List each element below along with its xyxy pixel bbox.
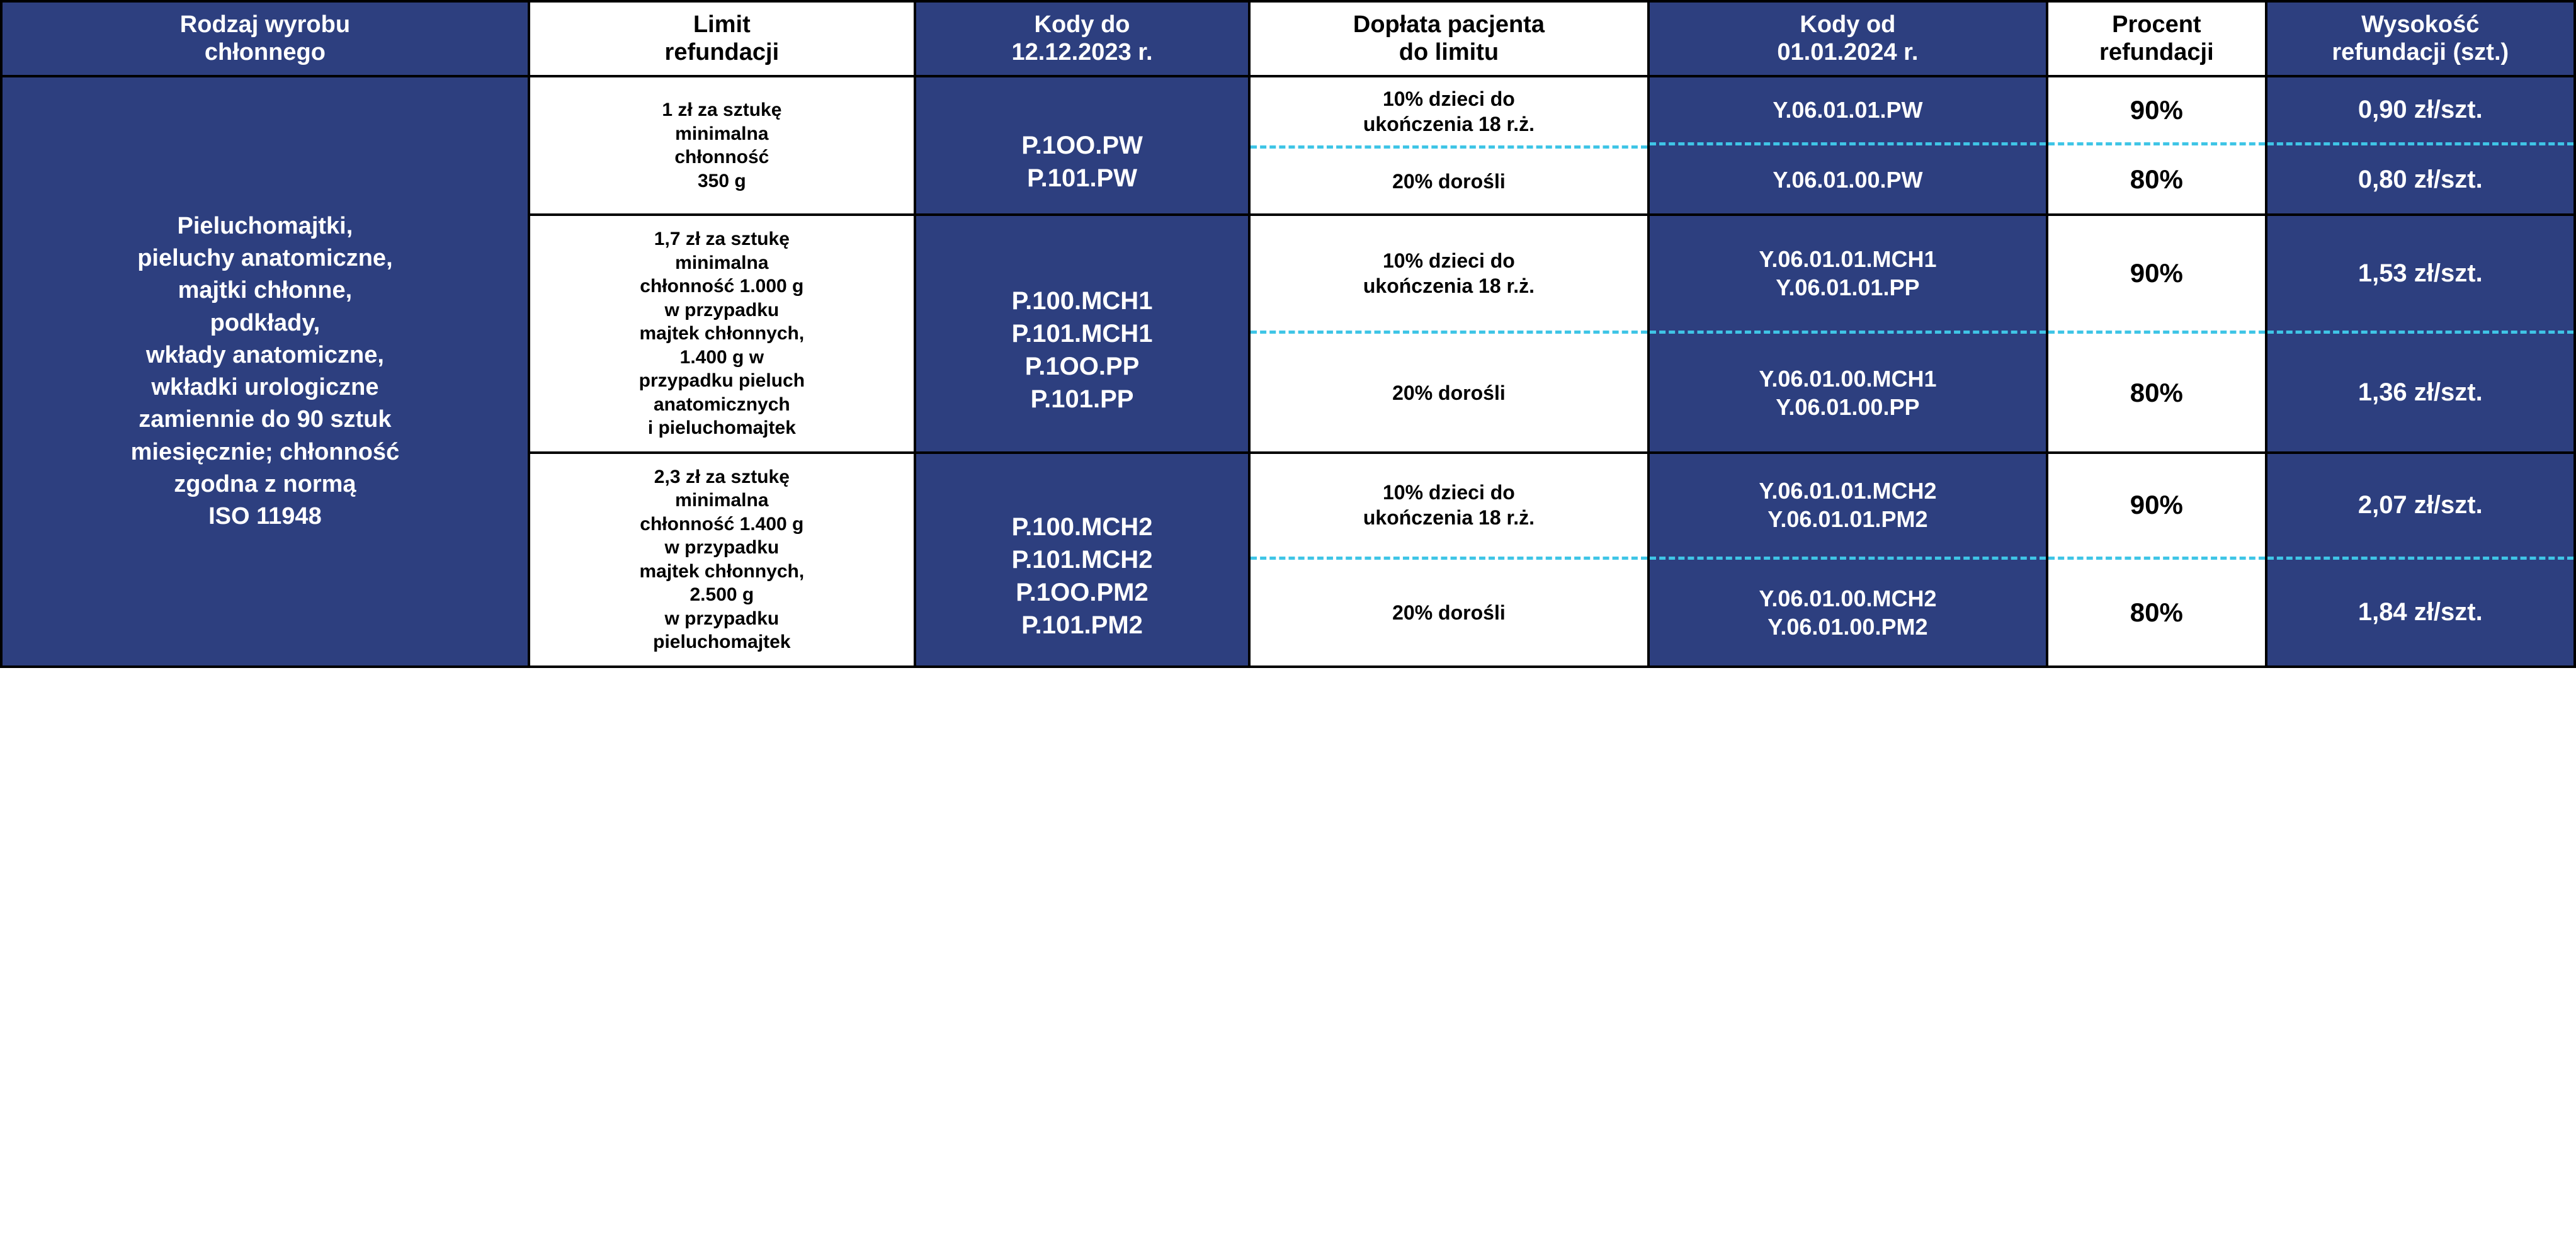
- reimbursement-table: Rodzaj wyrobu chłonnego Limit refundacji…: [0, 0, 2576, 668]
- cell-codes-new: Y.06.01.01.MCH1 Y.06.01.01.PP Y.06.01.00…: [1648, 215, 2047, 453]
- cell-doplata: 10% dzieci do ukończenia 18 r.ż. 20% dor…: [1249, 453, 1648, 667]
- th-text: Limit refundacji: [665, 11, 780, 65]
- codes-old-text: P.1OO.PW P.101.PW: [1021, 132, 1143, 192]
- wysokosc-bot: 1,36 zł/szt.: [2267, 334, 2573, 451]
- limit-text: 2,3 zł za sztukę minimalna chłonność 1.4…: [639, 467, 804, 653]
- wysokosc-top: 0,90 zł/szt.: [2267, 77, 2573, 145]
- th-text: Dopłata pacjenta do limitu: [1353, 11, 1545, 65]
- codes-new-top: Y.06.01.01.PW: [1650, 77, 2046, 145]
- th-procent: Procent refundacji: [2047, 1, 2266, 76]
- wysokosc-top: 1,53 zł/szt.: [2267, 216, 2573, 334]
- cell-codes-new: Y.06.01.01.MCH2 Y.06.01.01.PM2 Y.06.01.0…: [1648, 453, 2047, 667]
- procent-bot: 80%: [2048, 145, 2264, 213]
- procent-top: 90%: [2048, 216, 2264, 334]
- codes-old-text: P.100.MCH2 P.101.MCH2 P.1OO.PM2 P.101.PM…: [1012, 513, 1153, 639]
- doplata-top: 10% dzieci do ukończenia 18 r.ż.: [1251, 454, 1647, 560]
- wysokosc-bot: 1,84 zł/szt.: [2267, 560, 2573, 665]
- codes-new-bot: Y.06.01.00.PW: [1650, 145, 2046, 213]
- codes-old-text: P.100.MCH1 P.101.MCH1 P.1OO.PP P.101.PP: [1012, 287, 1153, 413]
- wysokosc-top: 2,07 zł/szt.: [2267, 454, 2573, 560]
- cell-procent: 90% 80%: [2047, 215, 2266, 453]
- doplata-bot: 20% dorośli: [1251, 560, 1647, 665]
- cell-codes-old: P.1OO.PW P.101.PW: [915, 76, 1249, 215]
- cell-codes-old: P.100.MCH1 P.101.MCH1 P.1OO.PP P.101.PP: [915, 215, 1249, 453]
- doplata-top: 10% dzieci do ukończenia 18 r.ż.: [1251, 216, 1647, 334]
- cell-wysokosc: 0,90 zł/szt. 0,80 zł/szt.: [2266, 76, 2575, 215]
- codes-new-bot: Y.06.01.00.MCH2 Y.06.01.00.PM2: [1650, 560, 2046, 665]
- procent-bot: 80%: [2048, 334, 2264, 451]
- cell-wysokosc: 1,53 zł/szt. 1,36 zł/szt.: [2266, 215, 2575, 453]
- doplata-bot: 20% dorośli: [1251, 334, 1647, 451]
- th-rodzaj: Rodzaj wyrobu chłonnego: [1, 1, 529, 76]
- cell-rodzaj: Pieluchomajtki, pieluchy anatomiczne, ma…: [1, 76, 529, 667]
- procent-top: 90%: [2048, 454, 2264, 560]
- codes-new-top: Y.06.01.01.MCH2 Y.06.01.01.PM2: [1650, 454, 2046, 560]
- th-doplata: Dopłata pacjenta do limitu: [1249, 1, 1648, 76]
- cell-doplata: 10% dzieci do ukończenia 18 r.ż. 20% dor…: [1249, 76, 1648, 215]
- cell-limit: 1,7 zł za sztukę minimalna chłonność 1.0…: [529, 215, 915, 453]
- table-row: Pieluchomajtki, pieluchy anatomiczne, ma…: [1, 76, 2575, 215]
- cell-doplata: 10% dzieci do ukończenia 18 r.ż. 20% dor…: [1249, 215, 1648, 453]
- cell-codes-old: P.100.MCH2 P.101.MCH2 P.1OO.PM2 P.101.PM…: [915, 453, 1249, 667]
- th-limit: Limit refundacji: [529, 1, 915, 76]
- th-text: Rodzaj wyrobu chłonnego: [180, 11, 350, 65]
- cell-wysokosc: 2,07 zł/szt. 1,84 zł/szt.: [2266, 453, 2575, 667]
- codes-new-bot: Y.06.01.00.MCH1 Y.06.01.00.PP: [1650, 334, 2046, 451]
- limit-text: 1 zł za sztukę minimalna chłonność 350 g: [662, 99, 781, 191]
- limit-text: 1,7 zł za sztukę minimalna chłonność 1.0…: [639, 229, 805, 438]
- th-kody-do: Kody do 12.12.2023 r.: [915, 1, 1249, 76]
- cell-procent: 90% 80%: [2047, 453, 2266, 667]
- wysokosc-bot: 0,80 zł/szt.: [2267, 145, 2573, 213]
- th-text: Kody od 01.01.2024 r.: [1777, 11, 1918, 65]
- cell-limit: 1 zł za sztukę minimalna chłonność 350 g: [529, 76, 915, 215]
- cell-limit: 2,3 zł za sztukę minimalna chłonność 1.4…: [529, 453, 915, 667]
- table-header-row: Rodzaj wyrobu chłonnego Limit refundacji…: [1, 1, 2575, 76]
- th-text: Wysokość refundacji (szt.): [2332, 11, 2509, 65]
- th-wysokosc: Wysokość refundacji (szt.): [2266, 1, 2575, 76]
- th-kody-od: Kody od 01.01.2024 r.: [1648, 1, 2047, 76]
- cell-codes-new: Y.06.01.01.PW Y.06.01.00.PW: [1648, 76, 2047, 215]
- doplata-bot: 20% dorośli: [1251, 149, 1647, 213]
- procent-top: 90%: [2048, 77, 2264, 145]
- procent-bot: 80%: [2048, 560, 2264, 665]
- th-text: Kody do 12.12.2023 r.: [1012, 11, 1153, 65]
- th-text: Procent refundacji: [2099, 11, 2214, 65]
- cell-procent: 90% 80%: [2047, 76, 2266, 215]
- codes-new-top: Y.06.01.01.MCH1 Y.06.01.01.PP: [1650, 216, 2046, 334]
- doplata-top: 10% dzieci do ukończenia 18 r.ż.: [1251, 77, 1647, 149]
- row-label-text: Pieluchomajtki, pieluchy anatomiczne, ma…: [131, 213, 400, 530]
